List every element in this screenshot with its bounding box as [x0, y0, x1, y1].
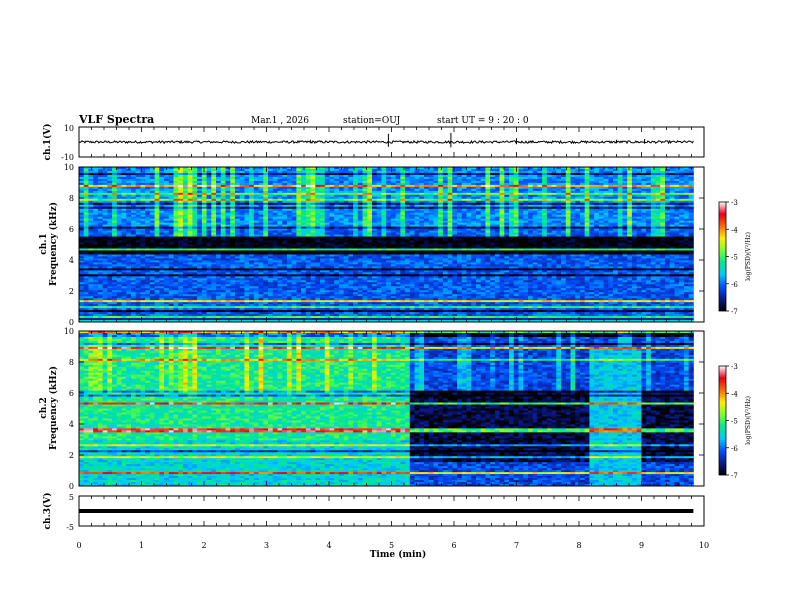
ch1-waveform-ylabel: ch.1(V) — [42, 124, 53, 161]
ch1-waveform-panel: 10 -10 ch.1(V) — [42, 124, 704, 162]
start-time-label: start UT = 9 : 20 : 0 — [437, 116, 529, 126]
figure-title: VLF Spectra — [78, 113, 154, 126]
station-label: station=OUJ — [343, 116, 401, 126]
ch1-waveform-ytick-bottom: -10 — [61, 153, 74, 162]
date-label: Mar.1 , 2026 — [251, 116, 309, 126]
ch1-spectrogram-image — [79, 167, 694, 322]
ch1-waveform-ytick-top: 10 — [64, 124, 74, 133]
